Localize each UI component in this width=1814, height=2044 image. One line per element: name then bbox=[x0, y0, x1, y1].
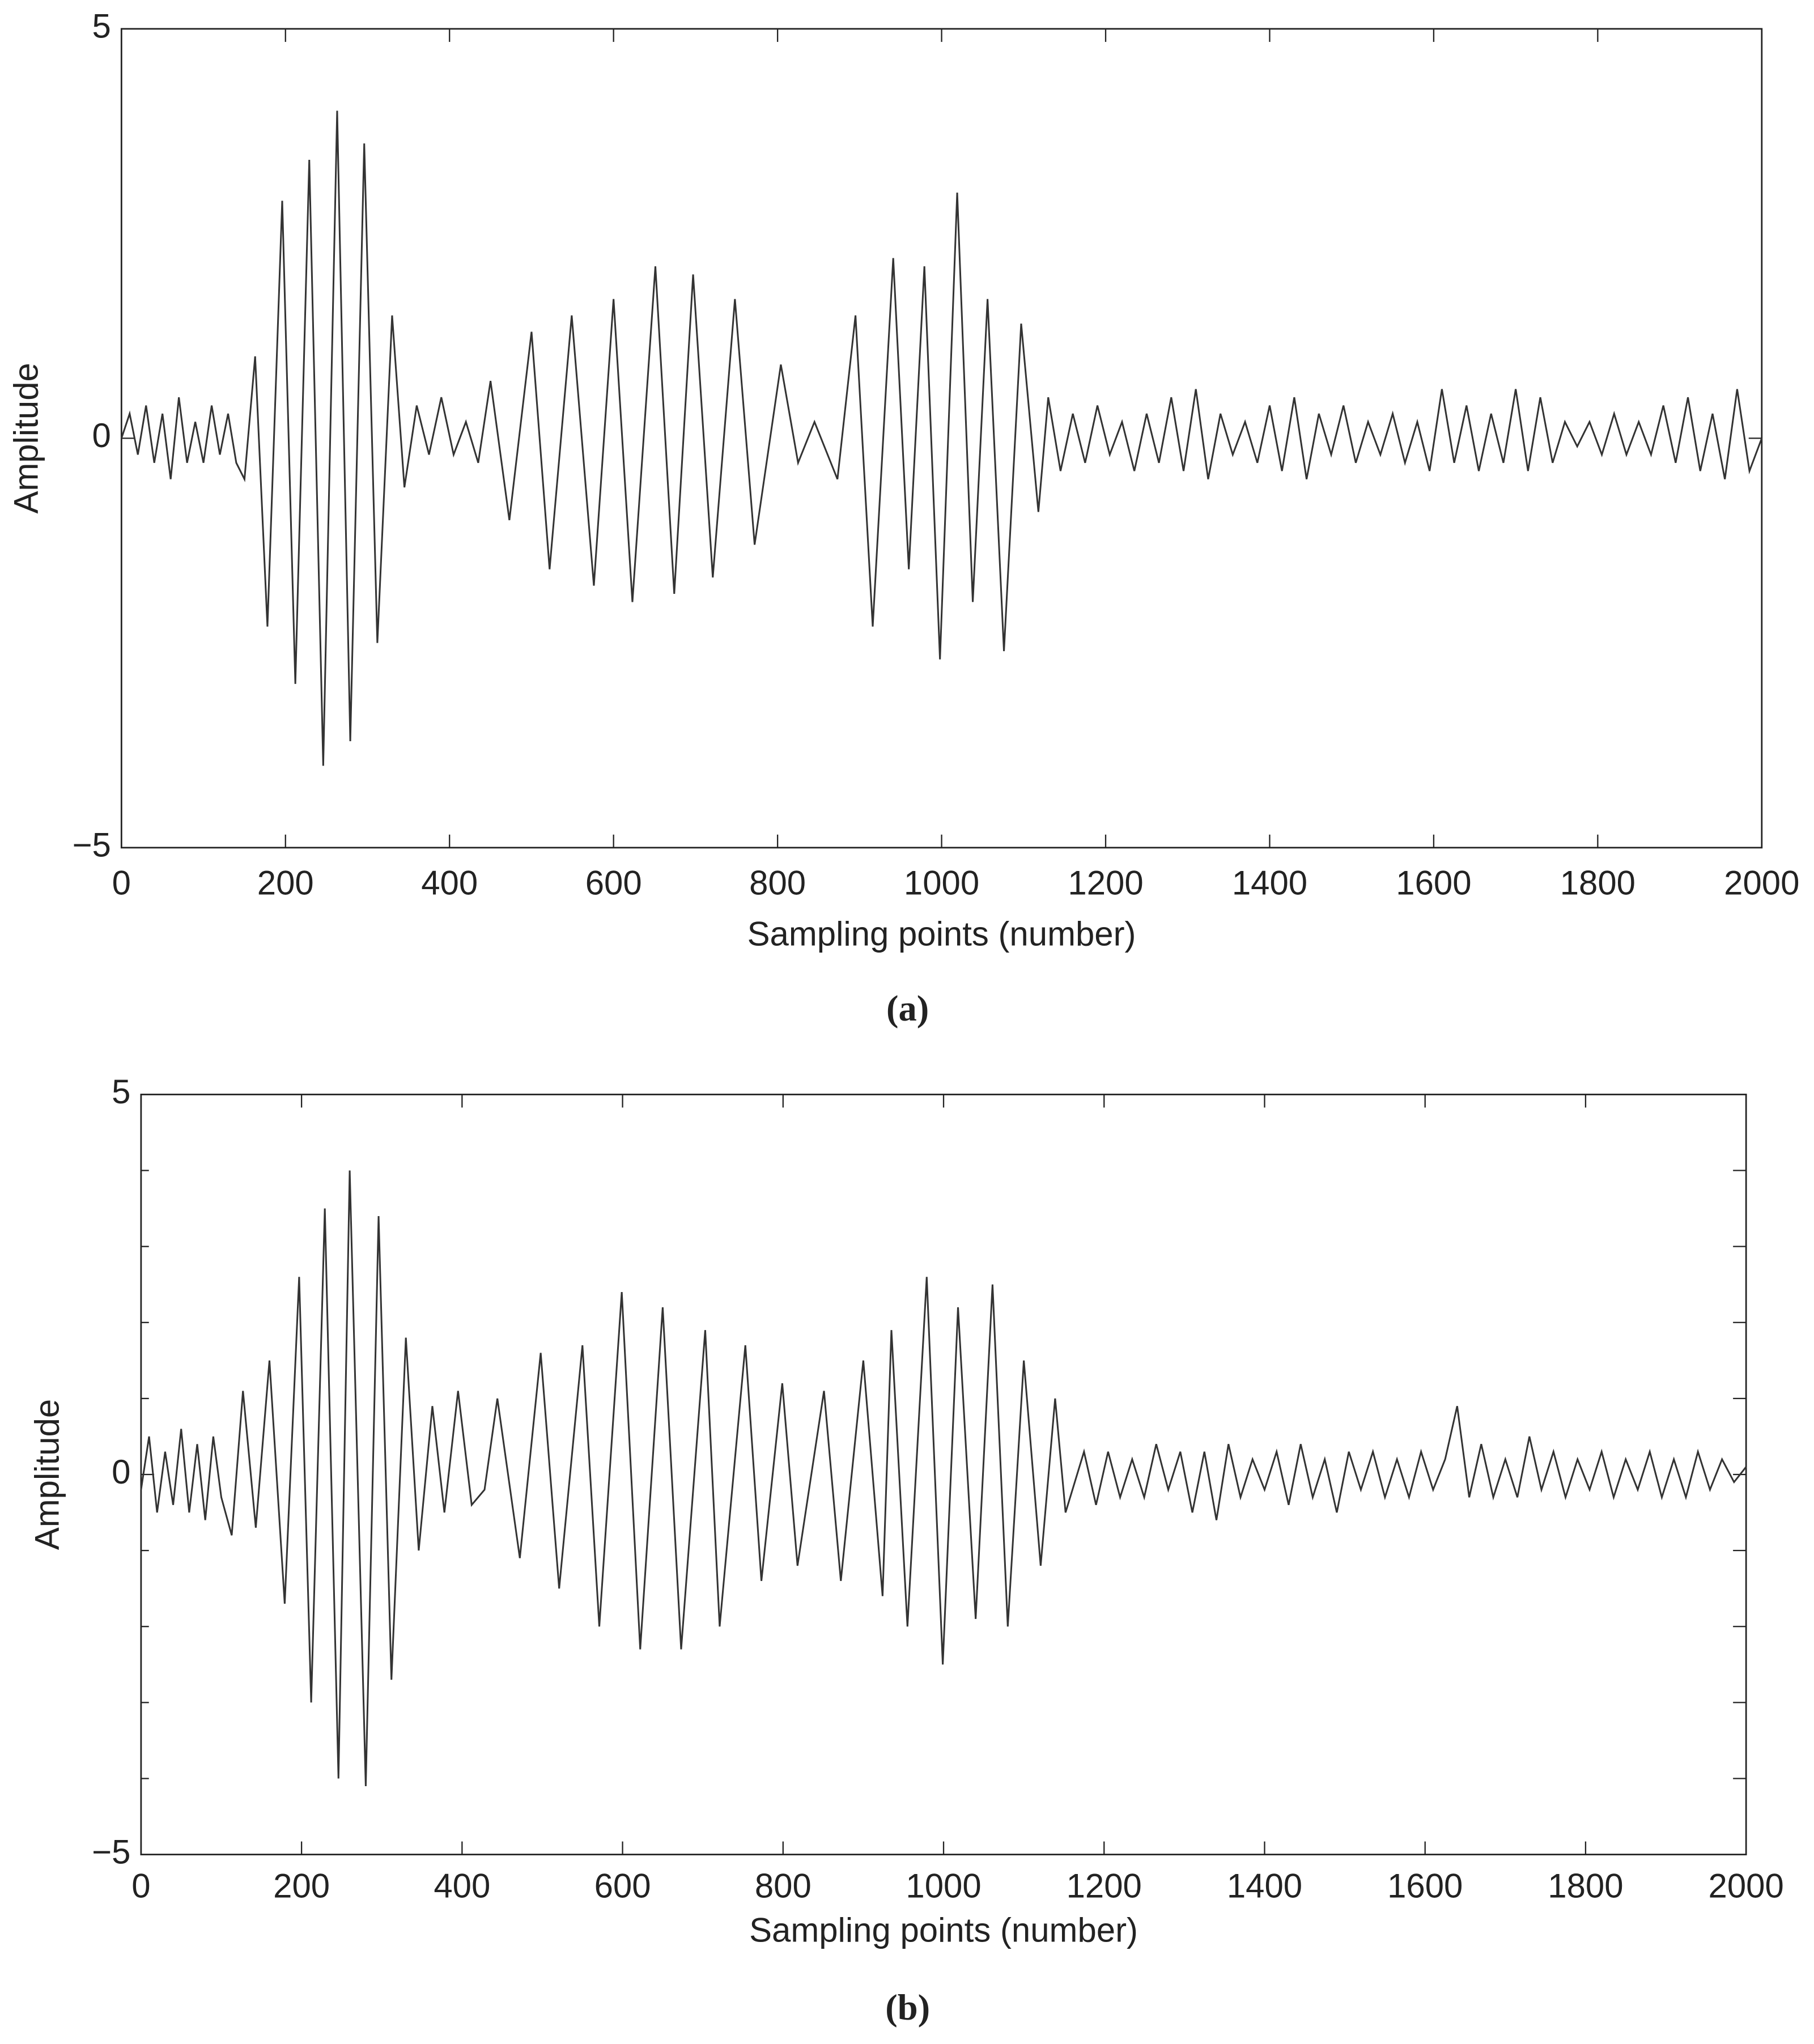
x-tick-label: 800 bbox=[749, 864, 806, 902]
plot-frame bbox=[120, 28, 1763, 849]
x-tick-label: 1000 bbox=[904, 864, 979, 902]
x-tick-label: 1400 bbox=[1227, 1867, 1302, 1905]
x-axis-label: Sampling points (number) bbox=[749, 1911, 1138, 1949]
x-tick-label: 400 bbox=[434, 1867, 490, 1905]
y-axis-label: Amplitude bbox=[7, 363, 45, 513]
x-tick-label: 2000 bbox=[1709, 1867, 1784, 1905]
y-tick-label: 5 bbox=[112, 1073, 130, 1111]
x-tick-label: 600 bbox=[585, 864, 642, 902]
x-tick-label: 0 bbox=[112, 864, 131, 902]
y-axis-label: Amplitude bbox=[28, 1399, 66, 1550]
signal-line bbox=[140, 1170, 1747, 1786]
plot-frame bbox=[140, 1094, 1747, 1856]
y-tick-label: −5 bbox=[73, 826, 111, 864]
x-tick-label: 1200 bbox=[1067, 1867, 1142, 1905]
x-tick-label: 400 bbox=[421, 864, 478, 902]
x-tick-label: 0 bbox=[131, 1867, 150, 1905]
x-tick-label: 1000 bbox=[906, 1867, 981, 1905]
x-tick-label: 1200 bbox=[1068, 864, 1143, 902]
x-axis-label: Sampling points (number) bbox=[747, 915, 1136, 953]
y-tick-label: 0 bbox=[92, 417, 111, 454]
y-tick-label: −5 bbox=[92, 1833, 130, 1871]
x-tick-label: 2000 bbox=[1724, 864, 1799, 902]
caption: (a) bbox=[886, 988, 929, 1029]
x-tick-label: 600 bbox=[594, 1867, 651, 1905]
x-tick-label: 1400 bbox=[1232, 864, 1307, 902]
x-tick-label: 1600 bbox=[1396, 864, 1471, 902]
x-tick-label: 1800 bbox=[1548, 1867, 1623, 1905]
y-tick-label: 5 bbox=[92, 7, 111, 45]
signal-line bbox=[120, 111, 1763, 766]
caption: (b) bbox=[885, 1987, 930, 2028]
x-tick-label: 1600 bbox=[1387, 1867, 1463, 1905]
x-tick-label: 1800 bbox=[1560, 864, 1635, 902]
y-tick-label: 0 bbox=[112, 1453, 130, 1491]
x-tick-label: 200 bbox=[273, 1867, 330, 1905]
x-tick-label: 200 bbox=[257, 864, 314, 902]
x-tick-label: 800 bbox=[755, 1867, 812, 1905]
